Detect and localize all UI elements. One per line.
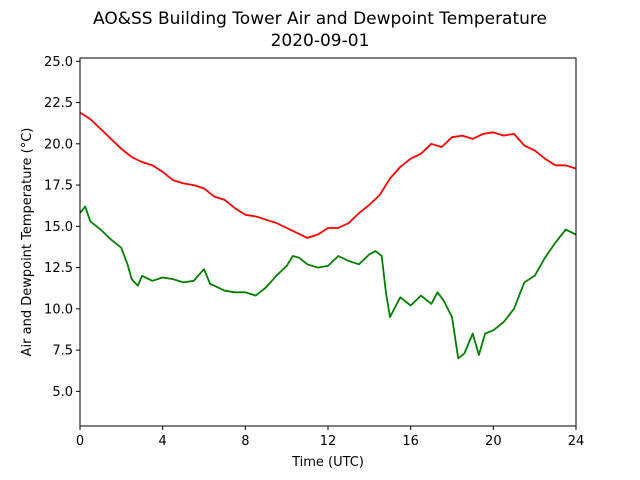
x-tick-label: 24 — [568, 434, 585, 449]
y-tick-label: 20.0 — [44, 137, 73, 152]
x-tick-label: 16 — [402, 434, 419, 449]
y-tick-label: 25.0 — [44, 55, 73, 70]
series-layer — [79, 111, 577, 360]
x-axis-label: Time (UTC) — [291, 455, 364, 470]
y-tick-label: 5.0 — [52, 385, 73, 400]
x-tick-label: 20 — [485, 434, 502, 449]
y-tick-label: 7.5 — [52, 344, 73, 359]
x-tick-label: 0 — [76, 434, 84, 449]
chart-subtitle: 2020-09-01 — [271, 31, 370, 51]
plot-frame — [79, 57, 577, 427]
axes-layer: 0 4 8 12 16 20 24 5.0 7.5 10.0 12.5 15.0 17.5 20.0 22.… — [44, 55, 584, 449]
y-tick-label: 22.5 — [44, 96, 73, 111]
y-tick-label: 15.0 — [44, 220, 73, 235]
x-tick-label: 8 — [241, 434, 249, 449]
series-line-0 — [79, 111, 577, 239]
x-tick-label: 4 — [159, 434, 167, 449]
series-line-1 — [79, 205, 577, 360]
y-tick-label: 10.0 — [44, 302, 73, 317]
chart-title: AO&SS Building Tower Air and Dewpoint Te… — [93, 9, 547, 29]
y-tick-label: 12.5 — [44, 261, 73, 276]
x-tick-label: 12 — [320, 434, 337, 449]
y-axis-label: Air and Dewpoint Temperature (°C) — [20, 128, 35, 357]
y-tick-label: 17.5 — [44, 179, 73, 194]
